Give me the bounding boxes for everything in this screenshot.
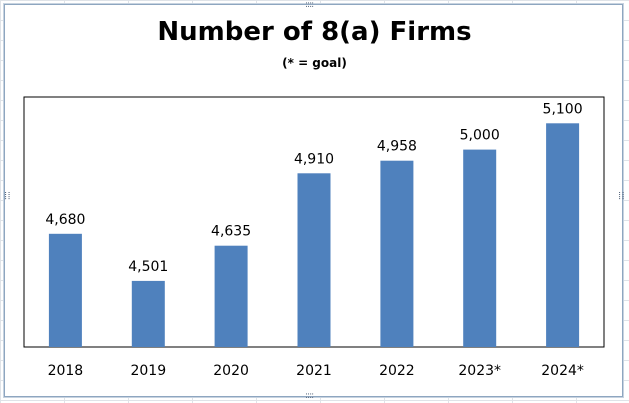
bar-2023-goal — [463, 149, 497, 347]
resize-handle-top[interactable]: :::: — [305, 0, 314, 10]
data-labels-group: 4,680 4,501 4,635 4,910 4,958 5,000 5,100 — [45, 101, 582, 275]
chart-subtitle: (* = goal) — [282, 56, 347, 70]
chart-title: Number of 8(a) Firms — [157, 17, 472, 47]
resize-handle-right[interactable]: :::: — [616, 191, 626, 200]
category-label: 2022 — [379, 363, 415, 379]
category-label: 2021 — [296, 363, 332, 379]
category-label: 2020 — [213, 363, 249, 379]
category-label: 2019 — [130, 363, 166, 379]
bar-2021 — [297, 173, 331, 347]
bars-group — [48, 123, 580, 347]
data-label: 4,635 — [211, 224, 251, 240]
data-label: 5,000 — [460, 128, 500, 144]
category-label: 2024* — [541, 363, 584, 379]
data-label: 5,100 — [543, 101, 583, 117]
category-label: 2023* — [458, 363, 501, 379]
bar-2024-goal — [546, 123, 580, 347]
data-label: 4,501 — [128, 259, 168, 275]
data-label: 4,910 — [294, 151, 334, 167]
category-labels-group: 2018 2019 2020 2021 2022 2023* 2024* — [48, 363, 584, 379]
bar-2018 — [48, 233, 82, 347]
category-label: 2018 — [48, 363, 84, 379]
bar-2019 — [131, 280, 165, 347]
data-label: 4,958 — [377, 139, 417, 155]
bar-2020 — [214, 245, 248, 347]
resize-handle-left[interactable]: :::: — [2, 191, 12, 200]
bar-2022 — [380, 160, 414, 347]
resize-handle-bottom[interactable]: :::: — [305, 391, 314, 401]
data-label: 4,680 — [45, 212, 85, 228]
